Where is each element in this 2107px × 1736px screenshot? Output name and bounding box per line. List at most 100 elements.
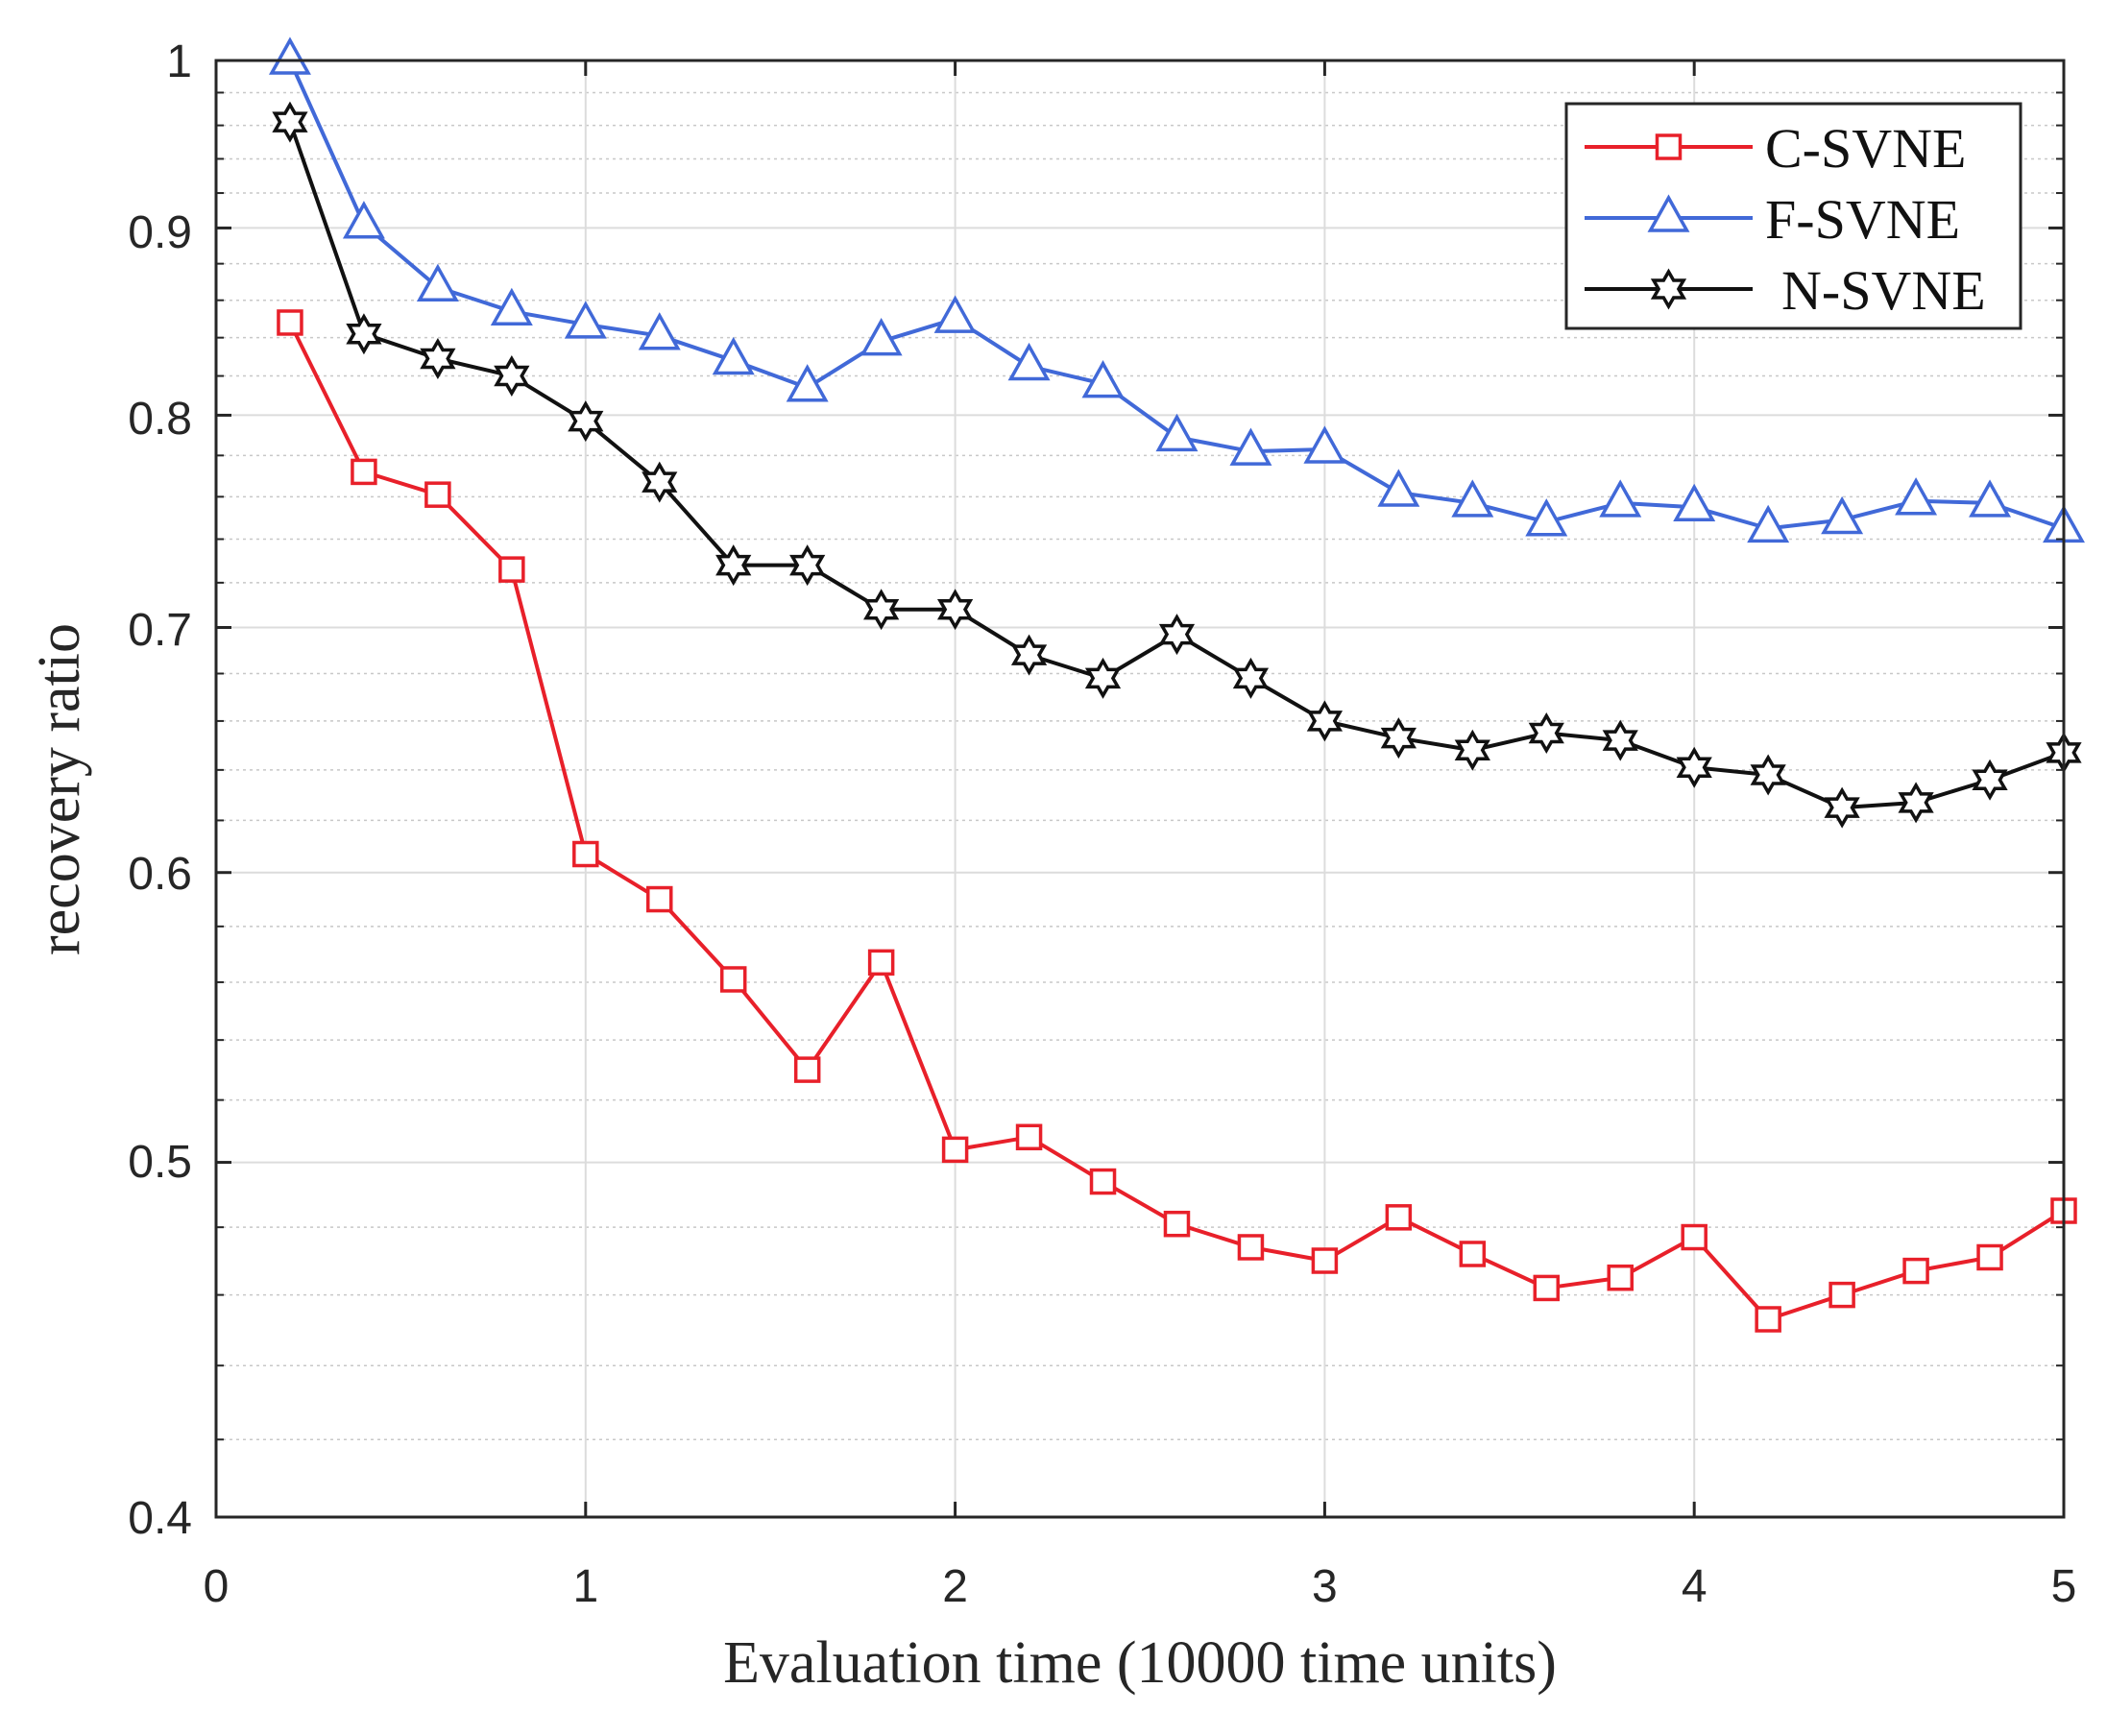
point-n-svne-5: [642, 461, 678, 503]
point-f-svne-15: [1377, 469, 1420, 507]
point-c-svne-16: [1459, 1241, 1487, 1267]
point-c-svne-23: [1976, 1243, 2003, 1271]
point-c-svne-12: [1163, 1210, 1191, 1238]
point-c-svne-8: [867, 949, 895, 976]
series-c-svne: [277, 309, 2077, 1333]
point-f-svne-10: [1007, 342, 1051, 381]
x-tick-label-3: 3: [1312, 1561, 1338, 1612]
x-tick-labels: 0 1 2 3 4 5: [204, 1561, 2077, 1612]
y-tick-label-0.7: 0.7: [128, 605, 192, 656]
point-n-svne-0: [272, 101, 308, 143]
point-c-svne-14: [1311, 1247, 1339, 1274]
point-n-svne-8: [863, 589, 900, 631]
point-f-svne-23: [1969, 479, 2012, 518]
point-f-svne-17: [1525, 498, 1568, 537]
plot-frame: [214, 59, 2066, 1519]
point-f-svne-6: [712, 336, 755, 375]
legend-marker-f-svne: [1647, 194, 1690, 232]
axis-ticks: [214, 59, 2066, 1519]
point-n-svne-19: [1676, 746, 1712, 788]
point-f-svne-8: [860, 318, 903, 356]
point-c-svne-7: [793, 1056, 821, 1083]
point-n-svne-7: [789, 544, 826, 587]
point-c-svne-17: [1533, 1274, 1561, 1302]
y-tick-label-0.6: 0.6: [128, 849, 192, 900]
point-n-svne-11: [1084, 657, 1122, 699]
y-tick-label-0.8: 0.8: [128, 394, 192, 445]
y-tick-label-0.9: 0.9: [128, 207, 192, 258]
point-c-svne-1: [351, 458, 377, 486]
point-n-svne-22: [1898, 782, 1934, 824]
point-f-svne-3: [490, 287, 533, 326]
series-f-svne: [268, 36, 2085, 543]
point-c-svne-5: [646, 885, 673, 913]
point-f-svne-0: [268, 36, 311, 75]
legend-entry-f-svne: F-SVNE: [1585, 188, 1960, 251]
point-n-svne-15: [1380, 717, 1417, 760]
point-c-svne-2: [424, 481, 451, 508]
point-n-svne-10: [1010, 634, 1048, 676]
x-tick-label-2: 2: [942, 1561, 968, 1612]
y-tick-label-1: 1: [166, 36, 192, 87]
point-c-svne-3: [498, 556, 525, 583]
legend-marker-n-svne: [1650, 268, 1687, 310]
y-tick-label-0.5: 0.5: [128, 1137, 192, 1188]
point-f-svne-21: [1821, 495, 1864, 535]
point-f-svne-7: [786, 364, 829, 402]
legend-entry-c-svne: C-SVNE: [1585, 117, 1966, 180]
point-c-svne-22: [1902, 1257, 1929, 1285]
x-tick-label-1: 1: [572, 1561, 598, 1612]
legend-label-n-svne: N-SVNE: [1781, 259, 1986, 322]
point-n-svne-2: [420, 337, 456, 379]
series-layer: [268, 36, 2085, 1333]
point-c-svne-13: [1237, 1234, 1265, 1261]
point-n-svne-3: [494, 355, 530, 398]
point-c-svne-6: [719, 966, 747, 993]
series-n-svne: [272, 101, 2082, 829]
legend-symbol-c-svne: [1655, 133, 1683, 160]
point-n-svne-12: [1158, 614, 1196, 656]
point-f-svne-11: [1081, 360, 1125, 398]
point-f-svne-18: [1599, 479, 1642, 518]
point-c-svne-20: [1755, 1306, 1781, 1333]
point-f-svne-5: [638, 312, 681, 350]
legend-marker-c-svne: [1655, 133, 1683, 160]
x-tick-label-5: 5: [2051, 1561, 2077, 1612]
point-c-svne-11: [1089, 1168, 1117, 1195]
point-f-svne-14: [1303, 425, 1346, 464]
point-n-svne-13: [1232, 657, 1270, 699]
point-n-svne-23: [1972, 759, 2008, 801]
legend: C-SVNE F-SVNE N-SVNE: [1564, 102, 2022, 330]
x-tick-label-0: 0: [204, 1561, 230, 1612]
point-f-svne-22: [1895, 477, 1938, 516]
point-c-svne-9: [941, 1136, 969, 1164]
point-c-svne-15: [1385, 1204, 1413, 1231]
legend-label-c-svne: C-SVNE: [1765, 117, 1966, 180]
point-f-svne-20: [1747, 504, 1790, 543]
y-axis-title: recovery ratio: [27, 623, 92, 955]
legend-symbol-f-svne: [1647, 194, 1690, 232]
point-n-svne-20: [1750, 754, 1786, 796]
x-axis-title: Evaluation time (10000 time units): [723, 1630, 1557, 1696]
point-n-svne-1: [346, 313, 382, 355]
point-f-svne-9: [933, 295, 977, 333]
point-c-svne-0: [277, 309, 303, 336]
y-tick-labels: 0.4 0.5 0.6 0.7 0.8 0.9 1: [128, 36, 192, 1544]
point-n-svne-14: [1306, 700, 1344, 742]
legend-label-f-svne: F-SVNE: [1765, 188, 1960, 251]
x-tick-label-4: 4: [1682, 1561, 1707, 1612]
point-f-svne-2: [416, 263, 459, 302]
point-f-svne-1: [342, 201, 385, 239]
point-f-svne-13: [1229, 427, 1272, 466]
point-n-svne-18: [1602, 719, 1638, 761]
point-f-svne-19: [1673, 483, 1716, 522]
point-f-svne-16: [1451, 479, 1494, 518]
legend-symbol-n-svne: [1650, 268, 1687, 310]
point-f-svne-12: [1155, 413, 1199, 452]
point-n-svne-9: [936, 589, 974, 631]
point-n-svne-16: [1454, 729, 1490, 771]
point-c-svne-10: [1015, 1123, 1043, 1151]
legend-entry-n-svne: N-SVNE: [1585, 259, 1986, 322]
point-n-svne-6: [715, 544, 752, 587]
point-n-svne-21: [1824, 786, 1860, 829]
